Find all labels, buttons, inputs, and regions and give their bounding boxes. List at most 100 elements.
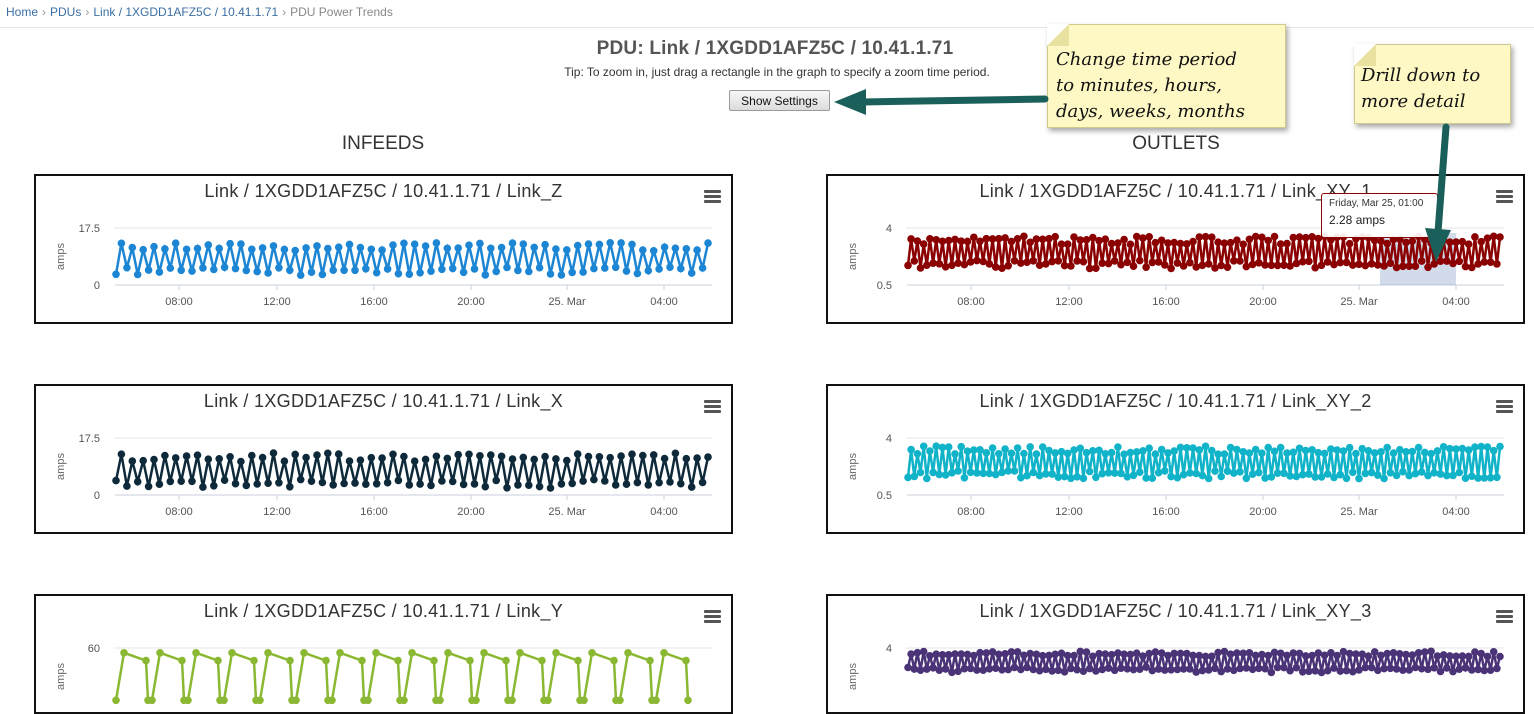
breadcrumb-pdus[interactable]: PDUs: [50, 5, 82, 19]
data-point: [1496, 652, 1504, 661]
data-point: [204, 455, 213, 463]
data-point: [660, 649, 668, 657]
data-point: [1154, 258, 1163, 266]
chart-outlet-link-xy-1[interactable]: 4 0.5 amps 08:00 12:00 16:00 20:00 25. Mar 04:00…: [826, 174, 1525, 324]
data-point: [1110, 666, 1119, 675]
data-point: [973, 666, 981, 674]
data-point: [448, 477, 457, 486]
data-point: [976, 648, 984, 657]
data-point: [1377, 651, 1385, 660]
data-point: [438, 265, 446, 274]
data-point: [1220, 239, 1229, 247]
data-point: [1233, 445, 1241, 454]
data-point: [951, 235, 959, 244]
chart-outlet-link-xy-3[interactable]: 4 amps Link / 1XGDD1AFZ5C / 10.41.1.71 / …: [826, 594, 1525, 714]
data-point: [573, 450, 582, 458]
data-point: [1148, 474, 1157, 482]
data-point: [1493, 664, 1501, 673]
data-point: [459, 480, 468, 489]
data-point: [1186, 665, 1194, 673]
breadcrumb-pdu[interactable]: Link / 1XGDD1AFZ5C / 10.41.1.71: [93, 5, 279, 19]
x-tick-label: 25. Mar: [548, 506, 586, 518]
x-tick-label: 20:00: [1249, 506, 1277, 518]
data-point: [1164, 651, 1172, 660]
data-point: [1123, 473, 1132, 481]
x-tick-label: 25. Mar: [548, 296, 586, 308]
data-point: [1292, 259, 1301, 268]
data-point: [1204, 666, 1213, 674]
data-point: [1405, 262, 1413, 270]
hamburger-menu-icon[interactable]: [704, 610, 721, 624]
data-point: [1117, 260, 1125, 269]
chart-outlet-link-xy-2[interactable]: 4 0.5 amps 08:00 12:00 16:00 20:00 25. Mar 04:00…: [826, 384, 1525, 534]
data-point: [1417, 468, 1426, 476]
hamburger-menu-icon[interactable]: [704, 190, 721, 204]
data-point: [926, 652, 934, 660]
chart-infeed-link-z[interactable]: 17.5 0 amps 08:00 12:00 16:00 20:00 25. Mar 04:0…: [34, 174, 733, 324]
data-point: [970, 446, 978, 454]
data-point: [1123, 665, 1132, 673]
data-point: [1226, 238, 1235, 247]
data-point: [1355, 666, 1363, 674]
data-point: [394, 656, 402, 665]
y-axis-label: amps: [55, 453, 67, 480]
data-point: [957, 650, 965, 658]
data-point: [1408, 651, 1417, 659]
data-point: [1411, 262, 1420, 270]
data-point: [1101, 650, 1110, 658]
data-point: [123, 263, 131, 272]
chart-infeed-link-y[interactable]: 60 amps Link / 1XGDD1AFZ5C / 10.41.1.71 /…: [34, 594, 733, 714]
data-point: [1396, 445, 1404, 454]
hamburger-menu-icon[interactable]: [1496, 190, 1513, 204]
x-tick-label: 16:00: [360, 506, 388, 518]
breadcrumb-home[interactable]: Home: [6, 5, 39, 19]
data-point: [1496, 233, 1504, 241]
show-settings-button[interactable]: Show Settings: [729, 90, 830, 111]
data-point: [383, 265, 392, 273]
data-point: [941, 471, 950, 479]
data-point: [329, 266, 338, 274]
data-point: [1386, 469, 1395, 477]
x-tick-label: 04:00: [1442, 506, 1470, 518]
data-point: [1342, 474, 1351, 483]
data-point: [538, 656, 546, 665]
data-point: [1349, 261, 1357, 269]
data-point: [405, 481, 414, 489]
data-point: [938, 443, 947, 452]
data-point: [372, 268, 381, 277]
data-point: [1132, 232, 1141, 241]
data-point: [1070, 651, 1078, 660]
data-point: [1013, 444, 1022, 452]
data-point: [1226, 650, 1235, 658]
data-point: [935, 260, 944, 268]
data-point: [1045, 446, 1053, 455]
data-point: [1201, 652, 1210, 661]
x-tick-label: 20:00: [457, 296, 485, 308]
data-point: [318, 270, 327, 279]
data-point: [313, 451, 321, 459]
data-point: [1283, 651, 1291, 660]
data-point: [465, 241, 473, 249]
data-point: [1489, 648, 1498, 656]
data-point: [1298, 257, 1307, 266]
hamburger-menu-icon[interactable]: [704, 400, 721, 414]
data-point: [1302, 233, 1310, 242]
chart-infeed-link-x[interactable]: 17.5 0 amps 08:00 12:00 16:00 20:00 25. Mar 04:0…: [34, 384, 733, 534]
data-point: [1176, 649, 1185, 658]
data-point: [1192, 469, 1200, 478]
data-point: [1054, 666, 1063, 675]
data-point: [1126, 240, 1135, 249]
data-point: [470, 265, 479, 273]
x-tick-label: 04:00: [650, 506, 678, 518]
hamburger-menu-icon[interactable]: [1496, 400, 1513, 414]
hamburger-menu-icon[interactable]: [1496, 610, 1513, 624]
data-point: [405, 270, 414, 278]
data-point: [1048, 257, 1056, 266]
data-point: [1493, 260, 1501, 268]
data-point: [1007, 648, 1016, 656]
x-tick-label: 20:00: [1249, 296, 1277, 308]
data-point: [617, 452, 625, 460]
data-point: [926, 235, 934, 243]
data-point: [248, 245, 256, 254]
data-point: [1339, 647, 1348, 656]
